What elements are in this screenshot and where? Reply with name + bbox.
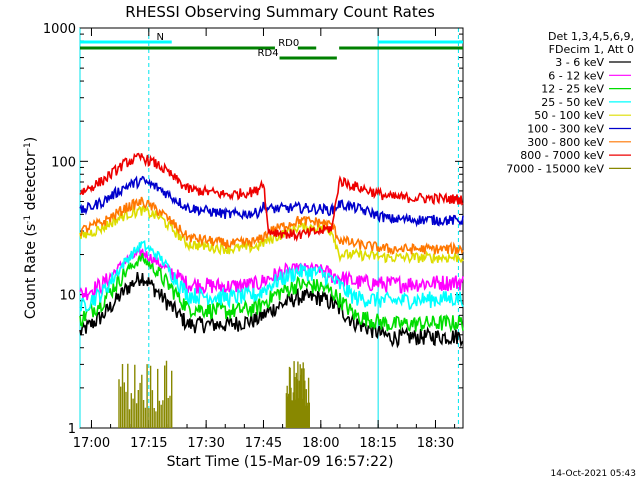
legend-label: 25 - 50 keV [541,96,604,109]
legend-label: 3 - 6 keV [555,56,604,69]
burst-group [118,360,310,428]
series-group [79,152,464,349]
x-tick-label: 17:30 [187,436,224,451]
series-line-4 [79,203,464,265]
legend-label: 100 - 300 keV [527,123,604,136]
x-tick-label: 17:00 [73,436,110,451]
x-tick-label: 17:15 [130,436,167,451]
y-tick-label: 1000 [43,22,76,37]
y-axis-label-sup2: -1 [23,142,33,151]
legend-label: 300 - 800 keV [527,136,604,149]
series-line-6 [79,196,464,256]
legend-label: 12 - 25 keV [541,83,604,96]
burst-0 [118,360,173,428]
legend-label: 6 - 12 keV [548,69,604,82]
y-tick-label: 1 [68,422,76,437]
y-axis-label-part2: detector [23,151,39,215]
y-axis-label-part1: Count Rate (s [23,224,39,319]
series-line-0 [79,271,464,349]
legend: Det 1,3,4,5,6,9,FDecim 1, Att 03 - 6 keV… [506,30,634,175]
series-line-3 [79,240,464,312]
series-line-2 [79,253,464,333]
legend-label: 50 - 100 keV [534,109,604,122]
y-tick-labels: 1 10 100 1000 [43,22,76,437]
legend-label: 7000 - 15000 keV [506,162,604,175]
vertical-markers [79,28,459,428]
timestamp: 14-Oct-2021 05:43 [551,469,636,479]
legend-header-line: FDecim 1, Att 0 [549,43,634,56]
y-tick-label: 100 [51,155,76,170]
series-line-7 [79,152,464,243]
x-axis-label: Start Time (15-Mar-09 16:57:22) [167,454,394,470]
x-tick-label: 18:15 [359,436,396,451]
series-line-5 [79,175,464,228]
x-tick-label: 18:30 [417,436,454,451]
state-bar-label: N [157,32,164,43]
chart-title: RHESSI Observing Summary Count Rates [125,3,435,21]
burst-1 [285,361,310,428]
legend-header-line: Det 1,3,4,5,6,9, [548,30,634,43]
state-bar-label: RD0 [278,38,299,49]
x-tick-labels: 17:00 17:15 17:30 17:45 18:00 18:15 18:30 [73,436,454,451]
x-tick-label: 18:00 [302,436,339,451]
y-axis-label-part3: ) [23,137,39,142]
y-axis-label: Count Rate (s-1 detector-1) [23,137,39,319]
x-tick-label: 17:45 [245,436,282,451]
y-axis-label-sup1: -1 [23,215,33,224]
y-tick-label: 10 [59,289,76,304]
series-line-1 [79,247,464,301]
legend-label: 800 - 7000 keV [520,149,604,162]
state-bar-label: RD4 [258,48,279,59]
